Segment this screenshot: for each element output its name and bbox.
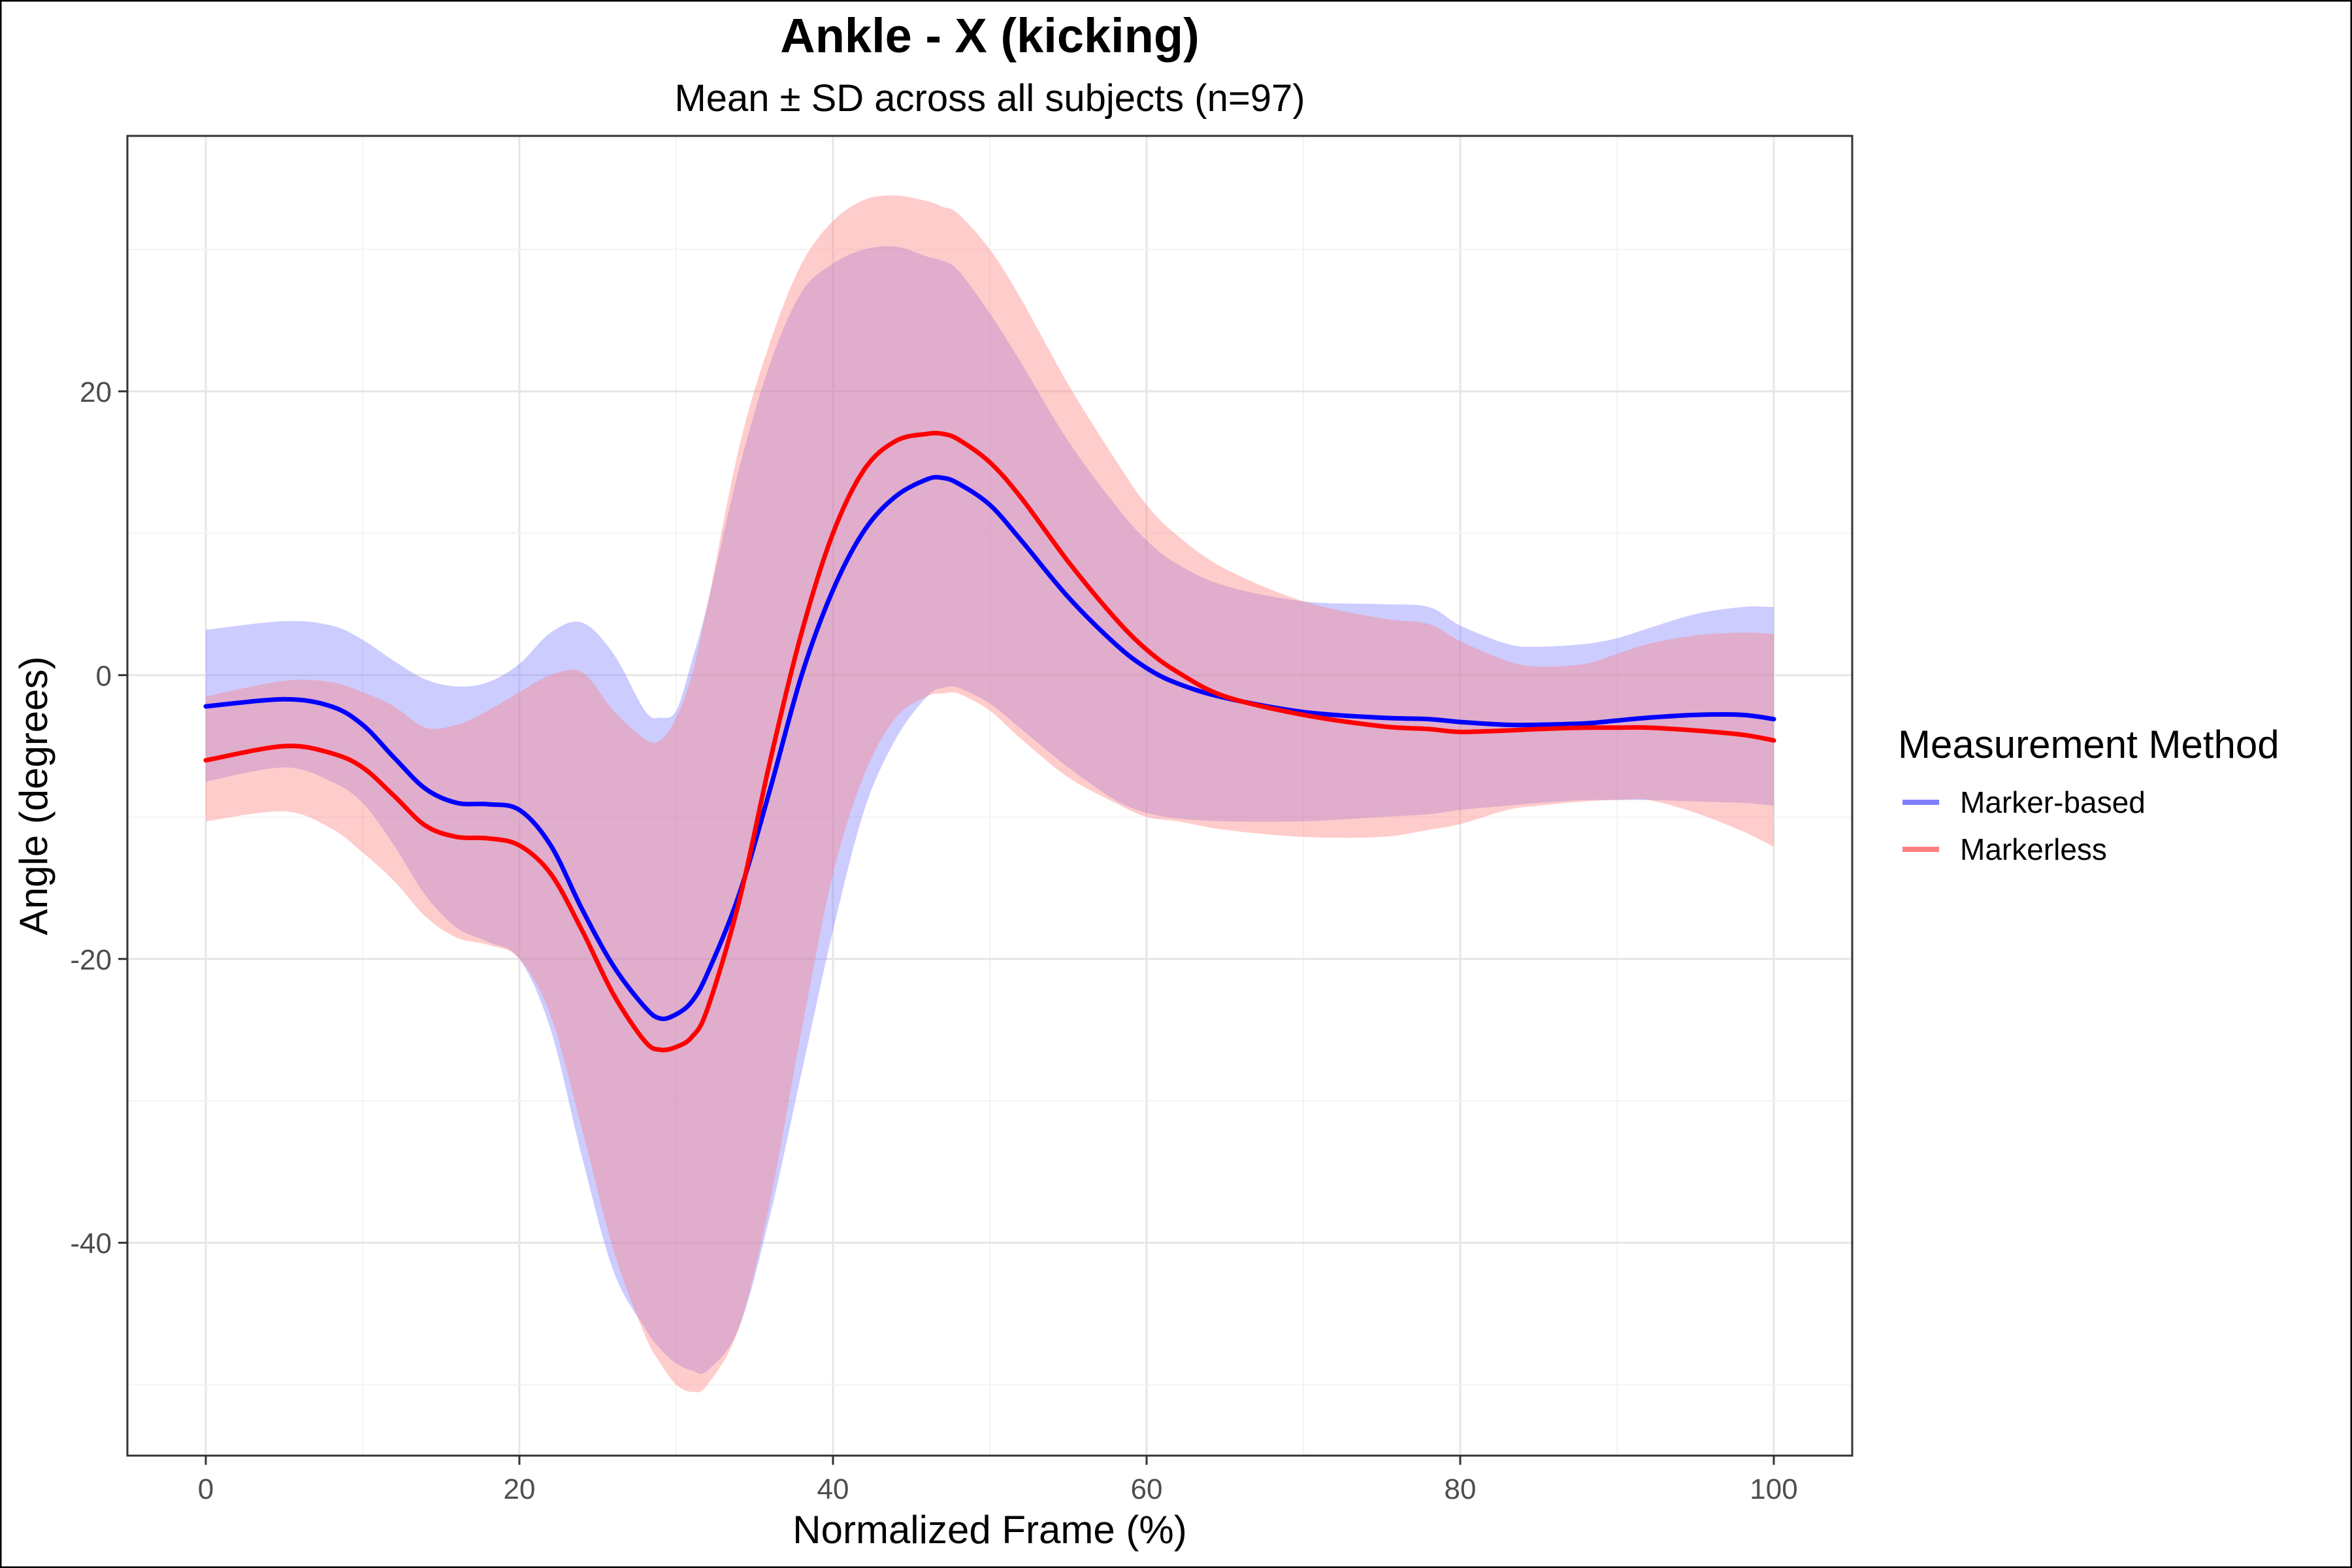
mean-line-marker-based [203,474,1776,1021]
chart-title: Ankle - X (kicking) [780,8,1199,63]
chart-subtitle: Mean ± SD across all subjects (n=97) [674,77,1305,120]
x-tick-label: 100 [1750,1473,1797,1505]
sd-band-marker-based [206,246,1774,1374]
x-axis-ticks: 0 20 40 60 80 100 [198,1456,1798,1505]
legend-title: Measurement Method [1898,723,2279,766]
plot-panel-border [126,135,1854,1457]
y-tick-label: 20 [80,376,112,408]
x-tick-label: 60 [1131,1473,1163,1505]
legend-label-marker-based: Marker-based [1960,785,2146,819]
x-axis-title: Normalized Frame (%) [792,1508,1186,1552]
y-tick-label: -40 [70,1228,112,1260]
sd-band-markerless [206,195,1774,1393]
mean-line-markerless [203,431,1776,1053]
y-axis-ticks: -40 -20 0 20 [70,376,127,1260]
legend-label-markerless: Markerless [1960,832,2107,866]
x-tick-label: 40 [817,1473,849,1505]
x-tick-label: 20 [504,1473,536,1505]
mean-lines [203,431,1776,1053]
x-tick-label: 0 [198,1473,214,1505]
x-tick-label: 80 [1445,1473,1477,1505]
sd-bands [206,195,1774,1393]
y-tick-label: -20 [70,944,112,976]
y-tick-label: 0 [96,660,112,692]
legend: Measurement Method Marker-based Markerle… [1898,723,2279,866]
y-axis-title: Angle (degrees) [12,657,56,936]
